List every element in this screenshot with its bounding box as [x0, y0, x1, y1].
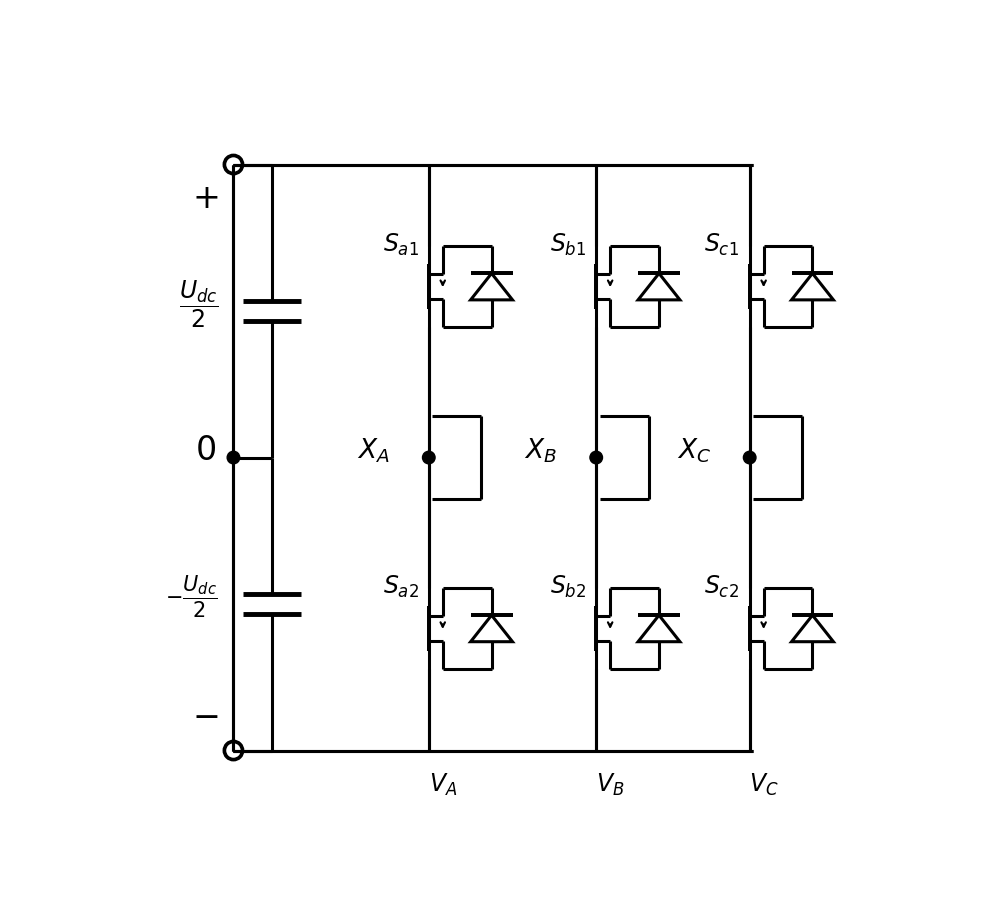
Text: $V_B$: $V_B$: [596, 772, 624, 797]
Text: $X_B$: $X_B$: [524, 437, 557, 465]
Text: $-$: $-$: [192, 699, 219, 732]
Circle shape: [590, 451, 602, 464]
Text: $S_{c1}$: $S_{c1}$: [704, 232, 739, 258]
Text: $S_{a2}$: $S_{a2}$: [383, 573, 419, 600]
Text: $+$: $+$: [192, 183, 219, 216]
Text: $-\dfrac{U_{dc}}{2}$: $-\dfrac{U_{dc}}{2}$: [165, 574, 218, 620]
Text: $S_{a1}$: $S_{a1}$: [383, 232, 419, 258]
Text: $V_C$: $V_C$: [749, 772, 778, 797]
Text: $V_A$: $V_A$: [429, 772, 457, 797]
Circle shape: [227, 451, 240, 464]
Text: $\dfrac{U_{dc}}{2}$: $\dfrac{U_{dc}}{2}$: [179, 278, 218, 330]
Text: $X_A$: $X_A$: [357, 437, 389, 465]
Text: $S_{b1}$: $S_{b1}$: [550, 232, 586, 258]
Text: $X_C$: $X_C$: [677, 437, 711, 465]
Circle shape: [423, 451, 435, 464]
Circle shape: [743, 451, 756, 464]
Text: $0$: $0$: [195, 435, 216, 467]
Text: $S_{c2}$: $S_{c2}$: [704, 573, 739, 600]
Text: $S_{b2}$: $S_{b2}$: [550, 573, 586, 600]
